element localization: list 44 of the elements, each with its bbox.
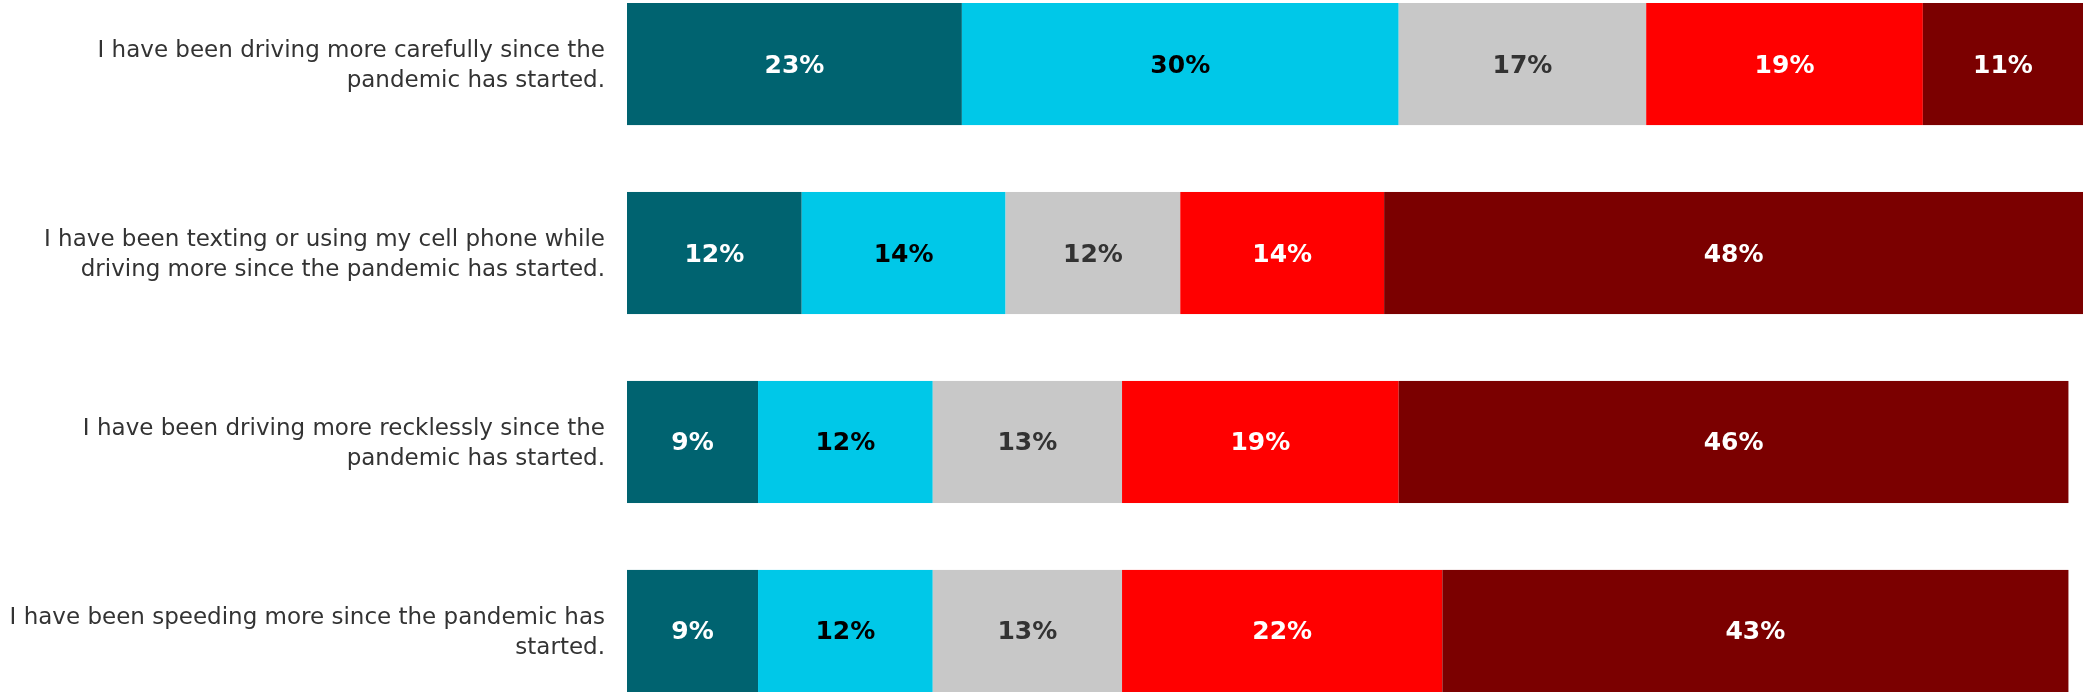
data-label: 17%	[1492, 49, 1553, 79]
data-label: 30%	[1150, 49, 1211, 79]
bar	[1384, 191, 2083, 315]
data-label: 43%	[1725, 616, 1786, 646]
data-label: 46%	[1703, 427, 1764, 457]
data-label: 14%	[1252, 238, 1313, 268]
bar	[801, 191, 1006, 315]
data-label: 9%	[671, 427, 714, 457]
bar	[627, 191, 802, 315]
data-label: 12%	[815, 427, 876, 457]
data-label: 48%	[1703, 238, 1764, 268]
bar	[1646, 3, 1923, 126]
bar	[932, 380, 1123, 504]
data-label: 23%	[764, 49, 825, 79]
bar	[1005, 191, 1181, 315]
bar	[1180, 191, 1385, 315]
bar	[1442, 569, 2069, 692]
data-label: 13%	[997, 427, 1058, 457]
bar	[758, 569, 933, 692]
data-label: 11%	[1973, 49, 2033, 79]
data-label: 12%	[684, 238, 745, 268]
data-label: 12%	[815, 616, 876, 646]
bar	[961, 3, 1399, 126]
bar	[1922, 3, 2083, 126]
bar	[1122, 380, 1399, 504]
y-tick-label: I have been driving more carefully since the pandemic has started.	[97, 36, 605, 93]
bar	[758, 380, 933, 504]
data-label: 9%	[671, 616, 714, 646]
y-tick-label: I have been speeding more since the pandemic has started.	[9, 602, 605, 659]
y-tick-label: I have been driving more recklessly since the pandemic has started.	[82, 413, 605, 470]
data-label: 22%	[1252, 616, 1313, 646]
data-label: 13%	[997, 616, 1058, 646]
data-label: 19%	[1230, 427, 1291, 457]
bar	[932, 569, 1123, 692]
data-label: 19%	[1754, 49, 1815, 79]
bar	[1398, 380, 2069, 504]
bar	[627, 569, 759, 692]
bar	[1398, 3, 1647, 126]
data-label: 14%	[873, 238, 934, 268]
y-tick-label: I have been texting or using my cell phone while driving more since the pandemic has started.	[44, 225, 605, 282]
bar	[1122, 569, 1443, 692]
bar	[627, 380, 759, 504]
bar	[627, 3, 962, 126]
data-label: 12%	[1063, 238, 1123, 268]
